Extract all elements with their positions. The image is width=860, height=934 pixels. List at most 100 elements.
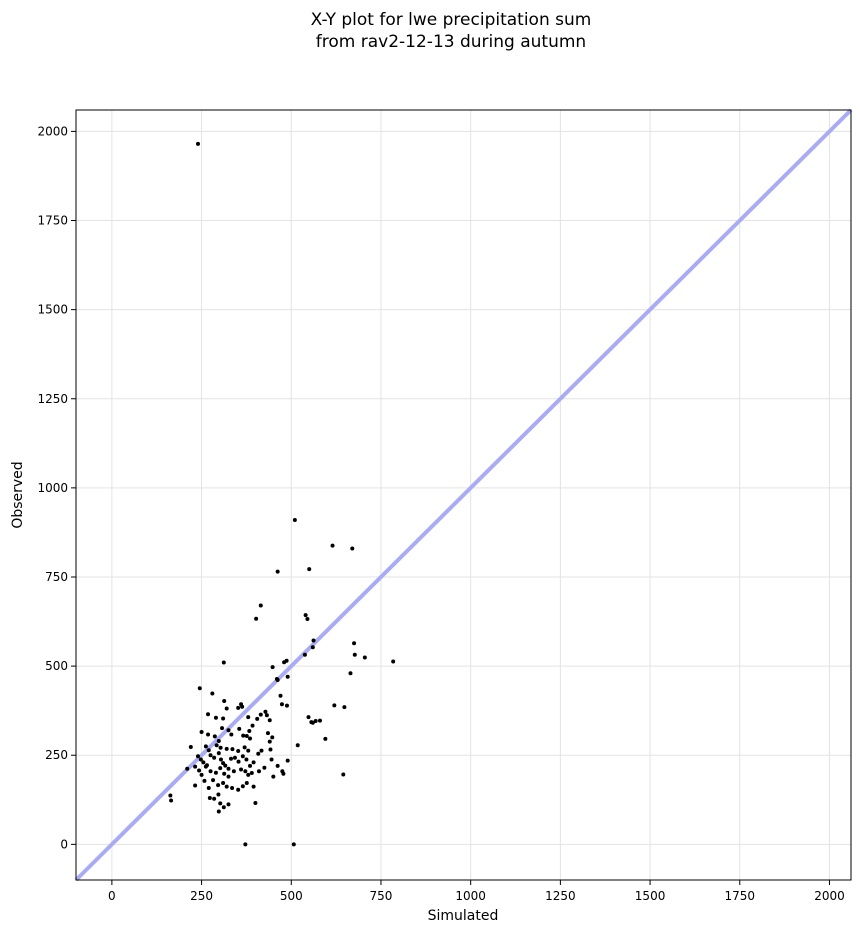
data-point xyxy=(247,728,252,733)
data-point xyxy=(284,658,289,663)
data-point xyxy=(246,715,251,720)
data-point xyxy=(348,671,353,676)
data-point xyxy=(269,757,274,762)
x-tick-label: 2000 xyxy=(814,889,845,903)
data-point xyxy=(221,805,226,810)
x-axis-ticks: 0 250 500 750 1000 1250 1500 1750 2000 xyxy=(108,880,845,903)
data-point xyxy=(224,746,229,751)
data-point xyxy=(208,753,213,758)
data-point xyxy=(206,786,211,791)
data-point xyxy=(295,743,300,748)
data-point xyxy=(224,784,229,789)
data-point xyxy=(232,755,237,760)
data-point xyxy=(281,771,286,776)
y-tick-label: 1500 xyxy=(37,303,68,317)
data-point xyxy=(221,781,226,786)
data-point xyxy=(311,638,316,643)
x-tick-label: 750 xyxy=(370,889,393,903)
y-tick-label: 500 xyxy=(45,659,68,673)
data-point xyxy=(218,801,223,806)
plot-frame xyxy=(75,109,852,881)
data-point xyxy=(195,754,200,759)
data-point xyxy=(198,757,203,762)
data-point xyxy=(305,617,310,622)
data-point xyxy=(207,796,212,801)
data-point xyxy=(270,665,275,670)
data-point xyxy=(197,768,202,773)
data-point xyxy=(241,733,246,738)
data-point xyxy=(310,720,315,725)
data-point xyxy=(218,757,223,762)
data-point xyxy=(236,759,241,764)
y-tick-label: 750 xyxy=(45,570,68,584)
data-point xyxy=(278,693,283,698)
data-point xyxy=(223,763,228,768)
data-point xyxy=(310,645,315,650)
y-tick-label: 2000 xyxy=(37,124,68,138)
data-point xyxy=(242,745,247,750)
data-point xyxy=(244,733,249,738)
data-point xyxy=(255,716,260,721)
data-point xyxy=(216,783,221,788)
x-tick-label: 1250 xyxy=(545,889,576,903)
data-point xyxy=(213,715,218,720)
data-point xyxy=(253,801,258,805)
data-point xyxy=(237,726,242,731)
data-point xyxy=(248,736,253,741)
data-point xyxy=(251,784,256,789)
data-point xyxy=(206,748,211,753)
data-point xyxy=(240,754,245,759)
data-point xyxy=(185,766,190,771)
data-point xyxy=(195,141,200,146)
data-point xyxy=(317,718,322,723)
data-point xyxy=(221,716,226,721)
data-point xyxy=(251,760,256,765)
data-point xyxy=(291,842,296,847)
x-tick-label: 250 xyxy=(190,889,213,903)
data-point xyxy=(350,546,355,551)
data-point xyxy=(330,543,335,548)
data-point xyxy=(246,748,251,753)
x-tick-label: 0 xyxy=(108,889,116,903)
grid xyxy=(76,110,851,880)
data-point xyxy=(201,760,206,765)
data-point xyxy=(202,778,207,783)
data-point xyxy=(275,678,280,683)
data-point xyxy=(206,732,211,737)
y-axis-ticks: 0 250 500 750 1000 1250 1500 1750 2000 xyxy=(37,124,76,851)
data-point xyxy=(193,764,198,769)
data-point xyxy=(285,758,290,763)
data-point xyxy=(236,705,241,710)
data-point xyxy=(275,569,280,574)
data-point xyxy=(211,778,216,783)
data-point xyxy=(268,747,273,752)
data-point xyxy=(258,603,263,608)
data-point xyxy=(197,686,202,691)
data-point xyxy=(208,769,213,774)
data-point xyxy=(352,652,357,657)
data-point xyxy=(239,767,244,772)
data-point xyxy=(244,757,249,762)
data-point xyxy=(259,748,264,753)
data-point xyxy=(284,703,289,708)
data-point xyxy=(262,765,267,770)
data-point xyxy=(279,702,284,707)
data-point xyxy=(216,809,221,814)
chart-title-line-1: X-Y plot for lwe precipitation sum xyxy=(311,10,592,30)
data-point xyxy=(220,726,225,731)
y-tick-label: 1250 xyxy=(37,392,68,406)
data-point xyxy=(303,613,308,618)
data-point xyxy=(218,745,223,750)
chart-title-line-2: from rav2-12-13 during autumn xyxy=(316,32,586,52)
data-point xyxy=(212,734,217,739)
y-tick-label: 250 xyxy=(45,748,68,762)
data-point xyxy=(256,769,261,774)
data-point xyxy=(206,712,211,717)
data-point xyxy=(246,772,251,777)
data-point xyxy=(250,723,255,728)
data-point xyxy=(271,774,276,779)
data-point xyxy=(240,704,245,709)
data-point xyxy=(213,770,218,775)
data-point xyxy=(199,730,204,735)
